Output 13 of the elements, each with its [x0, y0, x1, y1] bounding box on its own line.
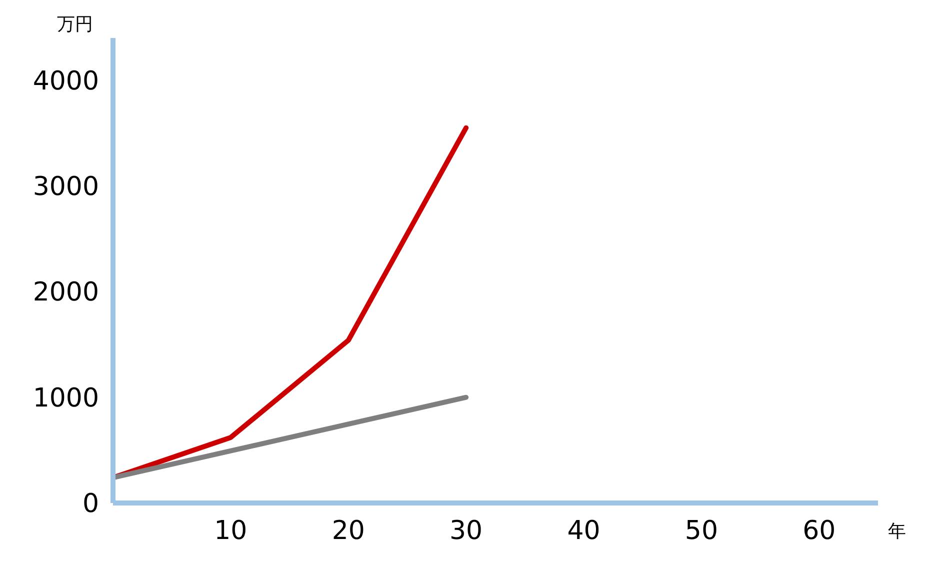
- y-tick-label: 2000: [32, 278, 99, 308]
- y-tick-label: 4000: [32, 66, 99, 96]
- y-axis-title: 万円: [57, 14, 93, 35]
- y-tick-label: 0: [82, 489, 99, 520]
- x-axis-title: 年: [888, 521, 906, 542]
- y-tick-label: 3000: [32, 172, 99, 202]
- x-tick-label: 40: [567, 516, 600, 546]
- x-tick-label: 30: [450, 516, 483, 546]
- x-tick-label: 60: [802, 516, 836, 546]
- y-tick-label: 1000: [32, 383, 99, 414]
- x-tick-label: 50: [684, 516, 718, 546]
- x-tick-label: 20: [332, 516, 365, 546]
- x-tick-label: 10: [214, 516, 248, 546]
